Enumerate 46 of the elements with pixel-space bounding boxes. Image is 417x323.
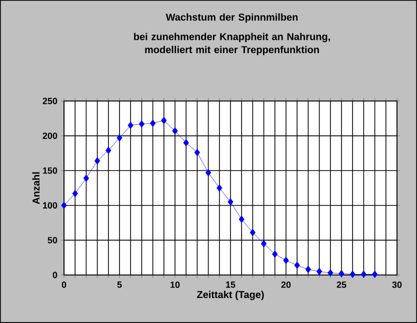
chart-subtitle: bei zunehmender Knappheit an Nahrung, modelliert mit einer Treppenfunktion <box>134 32 330 56</box>
y-tick-label: 0 <box>52 272 58 278</box>
point <box>138 120 145 128</box>
point <box>72 190 78 198</box>
point <box>238 216 244 224</box>
x-tick-label: 25 <box>336 282 346 288</box>
point <box>272 250 278 258</box>
chart-title: Wachstum der Spinnmilben <box>166 13 298 23</box>
point <box>183 139 189 146</box>
point <box>250 228 256 236</box>
y-tick-label: 50 <box>48 236 58 244</box>
y-tick-label: 100 <box>43 202 58 209</box>
point <box>294 262 300 269</box>
point <box>116 134 122 142</box>
point <box>94 157 100 165</box>
y-tick-label: 200 <box>42 132 58 139</box>
x-tick-label: 10 <box>170 282 180 288</box>
point <box>283 256 289 264</box>
point <box>216 184 222 192</box>
point <box>338 270 344 278</box>
x-axis-title: Zeittakt (Tage) <box>197 290 264 300</box>
y-axis-title: Anzahl <box>32 172 40 204</box>
point <box>228 198 234 206</box>
x-tick-label: 5 <box>117 282 122 288</box>
point <box>372 270 378 278</box>
point <box>83 174 90 182</box>
point <box>350 270 356 278</box>
point <box>172 127 178 135</box>
point <box>360 270 367 278</box>
point <box>328 269 334 277</box>
x-tick-label: 0 <box>62 282 66 288</box>
y-tick-label: 150 <box>43 167 58 174</box>
point <box>150 120 156 127</box>
x-tick-label: 30 <box>392 282 402 288</box>
x-tick-label: 15 <box>226 282 236 288</box>
point <box>305 266 312 274</box>
point <box>161 116 167 124</box>
point <box>106 146 112 154</box>
point <box>194 148 200 156</box>
point <box>316 268 322 276</box>
point <box>128 122 134 130</box>
y-tick-label: 250 <box>42 98 58 104</box>
point <box>61 202 67 210</box>
x-tick-label: 20 <box>281 282 291 288</box>
point <box>205 168 212 176</box>
point <box>260 240 267 248</box>
